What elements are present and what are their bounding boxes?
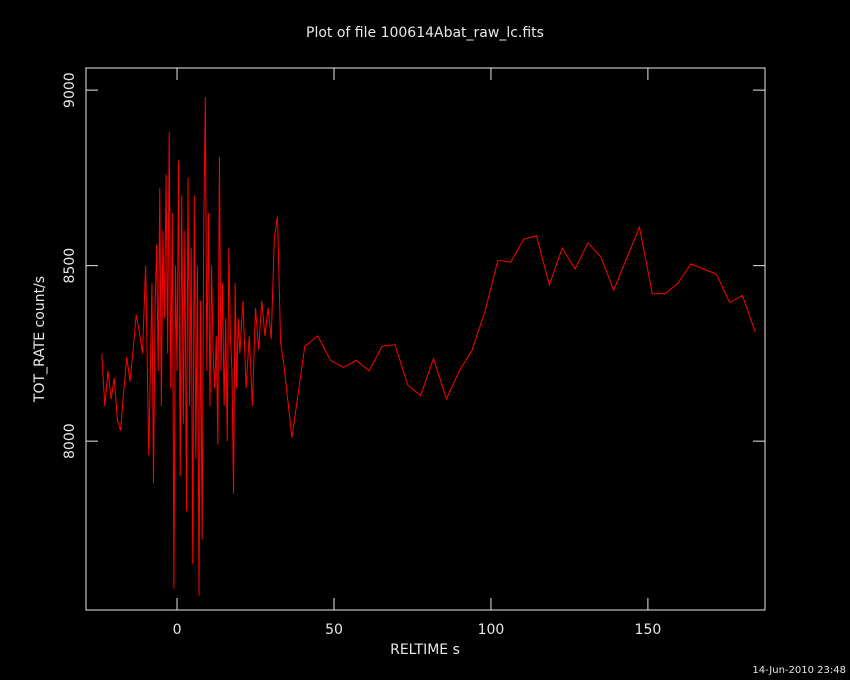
y-tick-label: 9000 xyxy=(62,72,78,108)
y-axis-label: TOT_RATE count/s xyxy=(32,276,48,403)
chart-title: Plot of file 100614Abat_raw_lc.fits xyxy=(306,25,544,41)
x-tick-label: 0 xyxy=(173,622,182,638)
x-tick-label: 100 xyxy=(478,622,505,638)
x-axis-label: RELTIME s xyxy=(390,642,460,658)
data-line xyxy=(101,97,756,596)
y-tick-label: 8000 xyxy=(62,423,78,459)
plot-frame xyxy=(85,67,766,611)
x-tick-label: 50 xyxy=(325,622,343,638)
timestamp: 14-Jun-2010 23:48 xyxy=(752,665,846,676)
x-tick-label: 150 xyxy=(635,622,662,638)
y-tick-label: 8500 xyxy=(62,248,78,284)
